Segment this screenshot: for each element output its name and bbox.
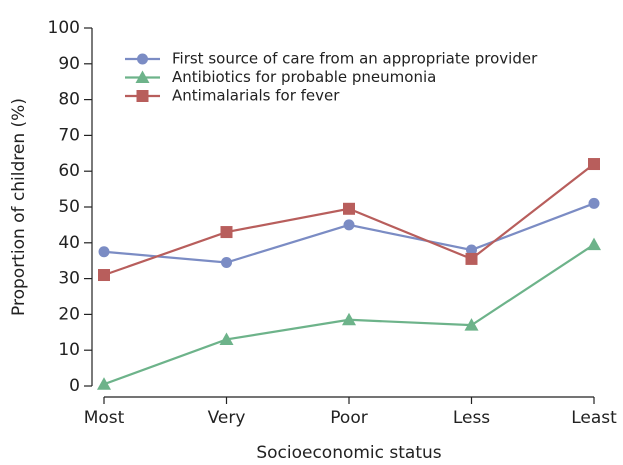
x-tick-label: Less bbox=[453, 408, 490, 428]
y-tick-label: 100 bbox=[48, 18, 80, 38]
marker bbox=[588, 158, 600, 171]
marker bbox=[220, 226, 233, 239]
x-tick-label: Most bbox=[84, 408, 125, 428]
marker bbox=[466, 244, 477, 256]
y-tick-label: 80 bbox=[58, 90, 80, 110]
marker bbox=[219, 332, 234, 345]
y-tick-label: 20 bbox=[58, 304, 80, 324]
marker bbox=[342, 312, 356, 326]
x-axis-label: Socioeconomic status bbox=[256, 443, 441, 463]
legend-label: First source of care from an appropriate… bbox=[172, 50, 538, 68]
marker bbox=[221, 256, 232, 268]
y-tick-label: 0 bbox=[69, 376, 80, 396]
y-tick-label: 10 bbox=[58, 340, 80, 360]
y-tick-label: 70 bbox=[58, 125, 80, 145]
x-tick-label: Very bbox=[208, 408, 246, 428]
y-tick-label: 40 bbox=[58, 233, 80, 253]
marker bbox=[464, 318, 479, 331]
y-tick-label: 60 bbox=[58, 161, 80, 181]
y-tick-label: 90 bbox=[58, 54, 80, 74]
y-tick-label: 50 bbox=[58, 197, 80, 217]
marker bbox=[343, 202, 355, 215]
marker bbox=[98, 246, 110, 258]
marker bbox=[136, 90, 149, 102]
legend-label: Antibiotics for probable pneumonia bbox=[172, 68, 436, 86]
y-axis-label: Proportion of children (%) bbox=[9, 98, 29, 316]
marker bbox=[588, 197, 600, 209]
y-tick-label: 30 bbox=[58, 269, 80, 289]
x-tick-label: Least bbox=[571, 408, 617, 428]
marker bbox=[135, 70, 150, 83]
marker bbox=[98, 269, 110, 282]
legend-label: Antimalarials for fever bbox=[172, 87, 340, 105]
marker bbox=[97, 377, 111, 390]
marker bbox=[343, 219, 355, 231]
marker bbox=[137, 53, 148, 65]
x-tick-label: Poor bbox=[330, 408, 367, 428]
marker bbox=[465, 252, 478, 265]
marker bbox=[587, 237, 601, 251]
